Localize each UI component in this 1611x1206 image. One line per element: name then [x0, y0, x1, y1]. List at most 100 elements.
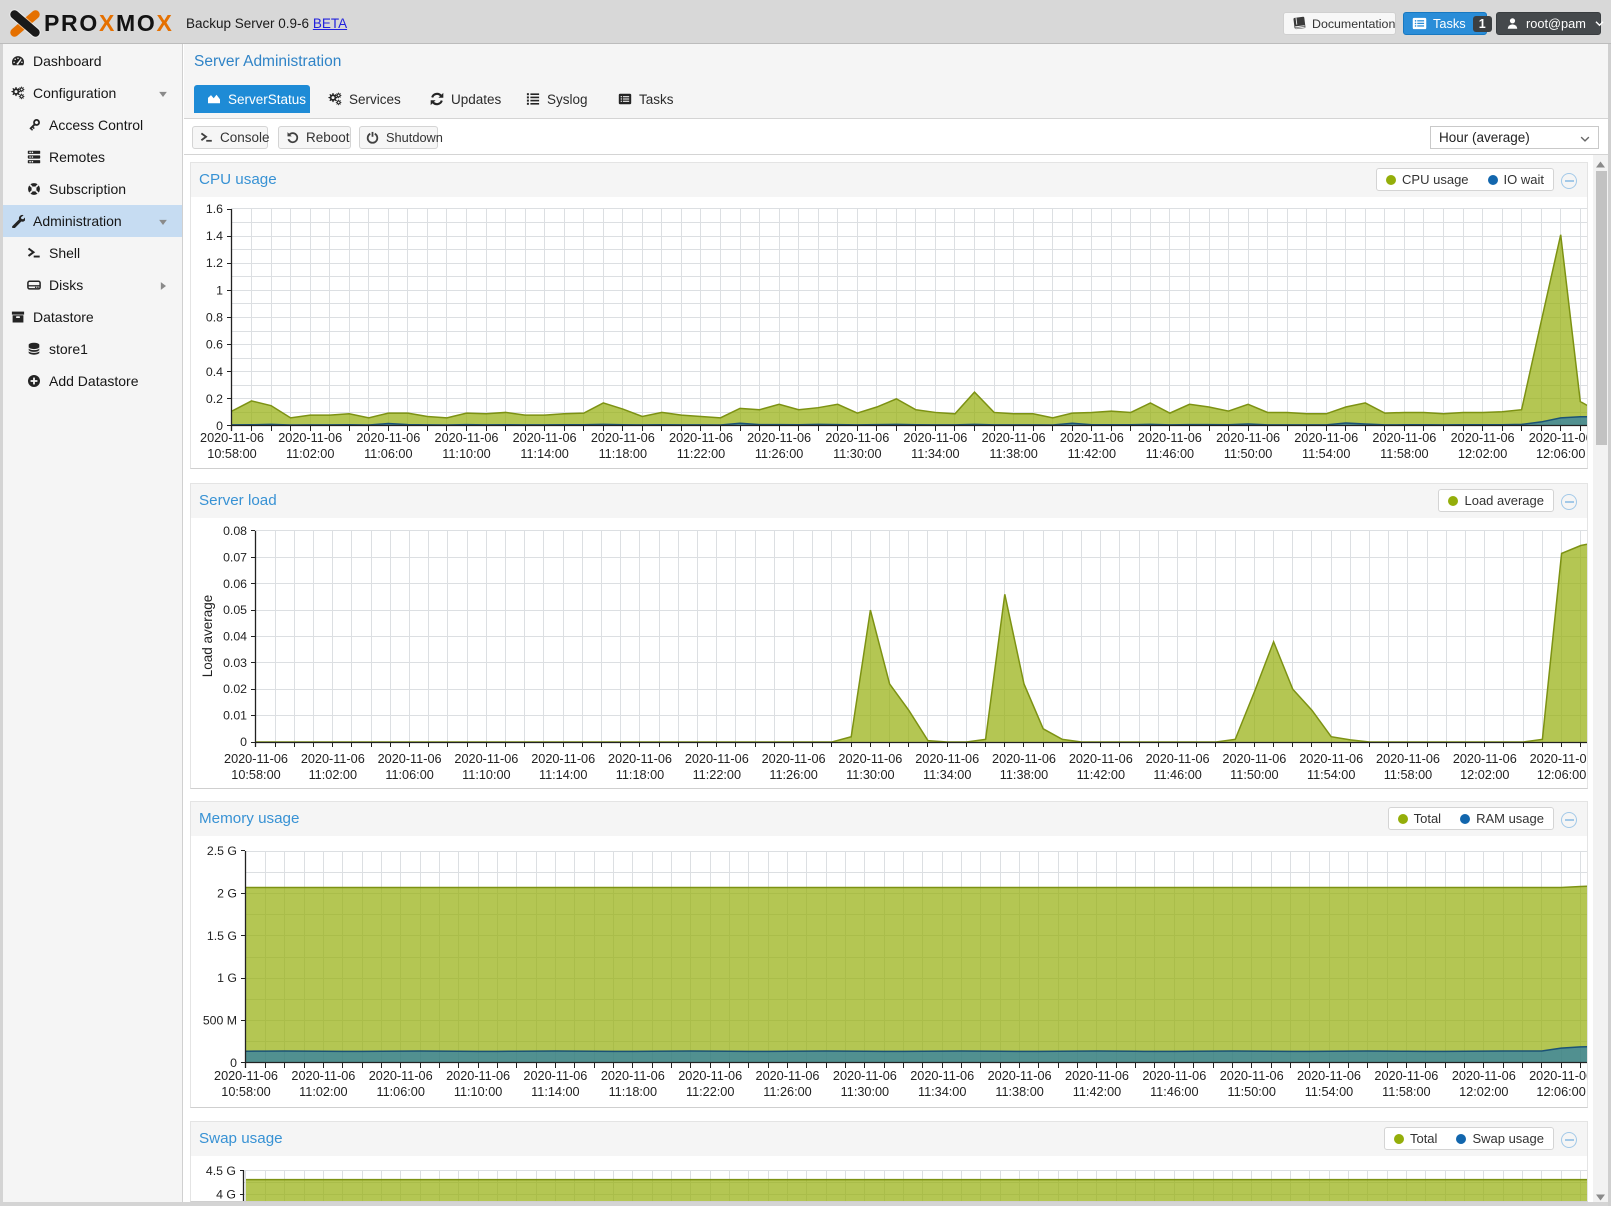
svg-text:2020-11-06: 2020-11-06: [1451, 431, 1515, 445]
svg-text:1.2: 1.2: [206, 256, 223, 270]
svg-text:2020-11-06: 2020-11-06: [747, 431, 811, 445]
svg-text:11:02:00: 11:02:00: [299, 1085, 347, 1099]
svg-text:1.4: 1.4: [206, 229, 223, 243]
svg-text:2020-11-06: 2020-11-06: [678, 1069, 742, 1083]
svg-text:0.02: 0.02: [223, 682, 247, 696]
svg-text:0.05: 0.05: [223, 603, 247, 617]
svg-text:12:06:00: 12:06:00: [1537, 768, 1586, 782]
svg-text:12:02:00: 12:02:00: [1460, 768, 1509, 782]
svg-text:2020-11-06: 2020-11-06: [523, 1069, 587, 1083]
svg-text:11:14:00: 11:14:00: [520, 447, 568, 461]
svg-text:11:38:00: 11:38:00: [995, 1085, 1043, 1099]
svg-text:11:18:00: 11:18:00: [599, 447, 647, 461]
svg-text:10:58:00: 10:58:00: [231, 768, 280, 782]
svg-text:0.07: 0.07: [223, 550, 247, 564]
svg-text:12:02:00: 12:02:00: [1458, 447, 1507, 461]
svg-text:11:34:00: 11:34:00: [911, 447, 959, 461]
svg-text:0.06: 0.06: [223, 577, 247, 591]
svg-text:2020-11-06: 2020-11-06: [591, 431, 655, 445]
svg-text:0.8: 0.8: [206, 311, 223, 325]
svg-text:2020-11-06: 2020-11-06: [1220, 1069, 1284, 1083]
svg-text:4.5 G: 4.5 G: [206, 1164, 236, 1178]
svg-text:2020-11-06: 2020-11-06: [762, 752, 826, 766]
svg-text:2020-11-06: 2020-11-06: [224, 752, 288, 766]
svg-text:2020-11-06: 2020-11-06: [356, 431, 420, 445]
svg-text:11:26:00: 11:26:00: [763, 1085, 811, 1099]
svg-text:11:42:00: 11:42:00: [1068, 447, 1116, 461]
svg-text:2020-11-06: 2020-11-06: [513, 431, 577, 445]
svg-text:2.5 G: 2.5 G: [207, 844, 237, 858]
svg-text:2020-11-06: 2020-11-06: [1530, 752, 1587, 766]
svg-text:1.6: 1.6: [206, 202, 223, 216]
svg-text:2020-11-06: 2020-11-06: [910, 1069, 974, 1083]
svg-text:10:58:00: 10:58:00: [207, 447, 256, 461]
svg-text:2020-11-06: 2020-11-06: [988, 1069, 1052, 1083]
svg-text:0.03: 0.03: [223, 656, 247, 670]
svg-text:11:30:00: 11:30:00: [841, 1085, 889, 1099]
svg-text:2020-11-06: 2020-11-06: [1299, 752, 1363, 766]
svg-text:11:54:00: 11:54:00: [1307, 768, 1355, 782]
svg-text:11:06:00: 11:06:00: [364, 447, 412, 461]
svg-text:12:06:00: 12:06:00: [1536, 1085, 1585, 1099]
svg-text:11:50:00: 11:50:00: [1224, 447, 1272, 461]
svg-text:2020-11-06: 2020-11-06: [1065, 1069, 1129, 1083]
svg-text:2020-11-06: 2020-11-06: [1529, 1069, 1587, 1083]
svg-text:11:18:00: 11:18:00: [609, 1085, 657, 1099]
svg-text:11:26:00: 11:26:00: [755, 447, 803, 461]
svg-text:10:58:00: 10:58:00: [221, 1085, 270, 1099]
svg-text:0: 0: [216, 419, 223, 433]
svg-text:4 G: 4 G: [216, 1188, 236, 1201]
svg-text:11:06:00: 11:06:00: [376, 1085, 424, 1099]
svg-text:0.08: 0.08: [223, 524, 247, 538]
svg-text:2020-11-06: 2020-11-06: [1146, 752, 1210, 766]
svg-text:12:06:00: 12:06:00: [1536, 447, 1585, 461]
svg-text:11:34:00: 11:34:00: [918, 1085, 966, 1099]
svg-text:11:34:00: 11:34:00: [923, 768, 971, 782]
svg-text:2020-11-06: 2020-11-06: [1376, 752, 1440, 766]
svg-text:11:18:00: 11:18:00: [616, 768, 664, 782]
svg-text:11:22:00: 11:22:00: [686, 1085, 734, 1099]
svg-text:2020-11-06: 2020-11-06: [992, 752, 1056, 766]
svg-text:11:58:00: 11:58:00: [1384, 768, 1432, 782]
svg-text:11:30:00: 11:30:00: [846, 768, 894, 782]
svg-text:2020-11-06: 2020-11-06: [1294, 431, 1358, 445]
svg-text:11:10:00: 11:10:00: [442, 447, 490, 461]
svg-text:2020-11-06: 2020-11-06: [454, 752, 518, 766]
svg-text:2020-11-06: 2020-11-06: [685, 752, 749, 766]
svg-text:11:42:00: 11:42:00: [1077, 768, 1125, 782]
svg-text:1: 1: [216, 283, 223, 297]
svg-text:2020-11-06: 2020-11-06: [369, 1069, 433, 1083]
svg-text:2020-11-06: 2020-11-06: [200, 431, 264, 445]
svg-text:2020-11-06: 2020-11-06: [1222, 752, 1286, 766]
svg-text:0: 0: [240, 735, 247, 749]
svg-text:11:58:00: 11:58:00: [1382, 1085, 1430, 1099]
svg-text:2020-11-06: 2020-11-06: [838, 752, 902, 766]
svg-text:0.2: 0.2: [206, 392, 223, 406]
svg-text:0.01: 0.01: [223, 709, 247, 723]
svg-text:1 G: 1 G: [217, 971, 237, 985]
svg-text:2020-11-06: 2020-11-06: [601, 1069, 665, 1083]
svg-text:12:02:00: 12:02:00: [1459, 1085, 1508, 1099]
svg-text:2020-11-06: 2020-11-06: [291, 1069, 355, 1083]
svg-text:2020-11-06: 2020-11-06: [301, 752, 365, 766]
svg-text:11:42:00: 11:42:00: [1073, 1085, 1121, 1099]
svg-text:11:02:00: 11:02:00: [309, 768, 357, 782]
svg-text:1.5 G: 1.5 G: [207, 929, 237, 943]
svg-text:2020-11-06: 2020-11-06: [531, 752, 595, 766]
svg-text:2020-11-06: 2020-11-06: [1372, 431, 1436, 445]
svg-text:2020-11-06: 2020-11-06: [1142, 1069, 1206, 1083]
svg-text:11:38:00: 11:38:00: [989, 447, 1037, 461]
svg-text:11:58:00: 11:58:00: [1380, 447, 1428, 461]
svg-text:2020-11-06: 2020-11-06: [825, 431, 889, 445]
svg-text:2020-11-06: 2020-11-06: [446, 1069, 510, 1083]
svg-text:2020-11-06: 2020-11-06: [669, 431, 733, 445]
svg-text:11:30:00: 11:30:00: [833, 447, 881, 461]
svg-text:11:22:00: 11:22:00: [677, 447, 725, 461]
svg-text:2020-11-06: 2020-11-06: [435, 431, 499, 445]
svg-text:11:06:00: 11:06:00: [385, 768, 433, 782]
svg-text:11:46:00: 11:46:00: [1150, 1085, 1198, 1099]
svg-text:2020-11-06: 2020-11-06: [982, 431, 1046, 445]
svg-text:11:54:00: 11:54:00: [1302, 447, 1350, 461]
svg-text:0: 0: [230, 1056, 237, 1070]
svg-text:11:14:00: 11:14:00: [539, 768, 587, 782]
